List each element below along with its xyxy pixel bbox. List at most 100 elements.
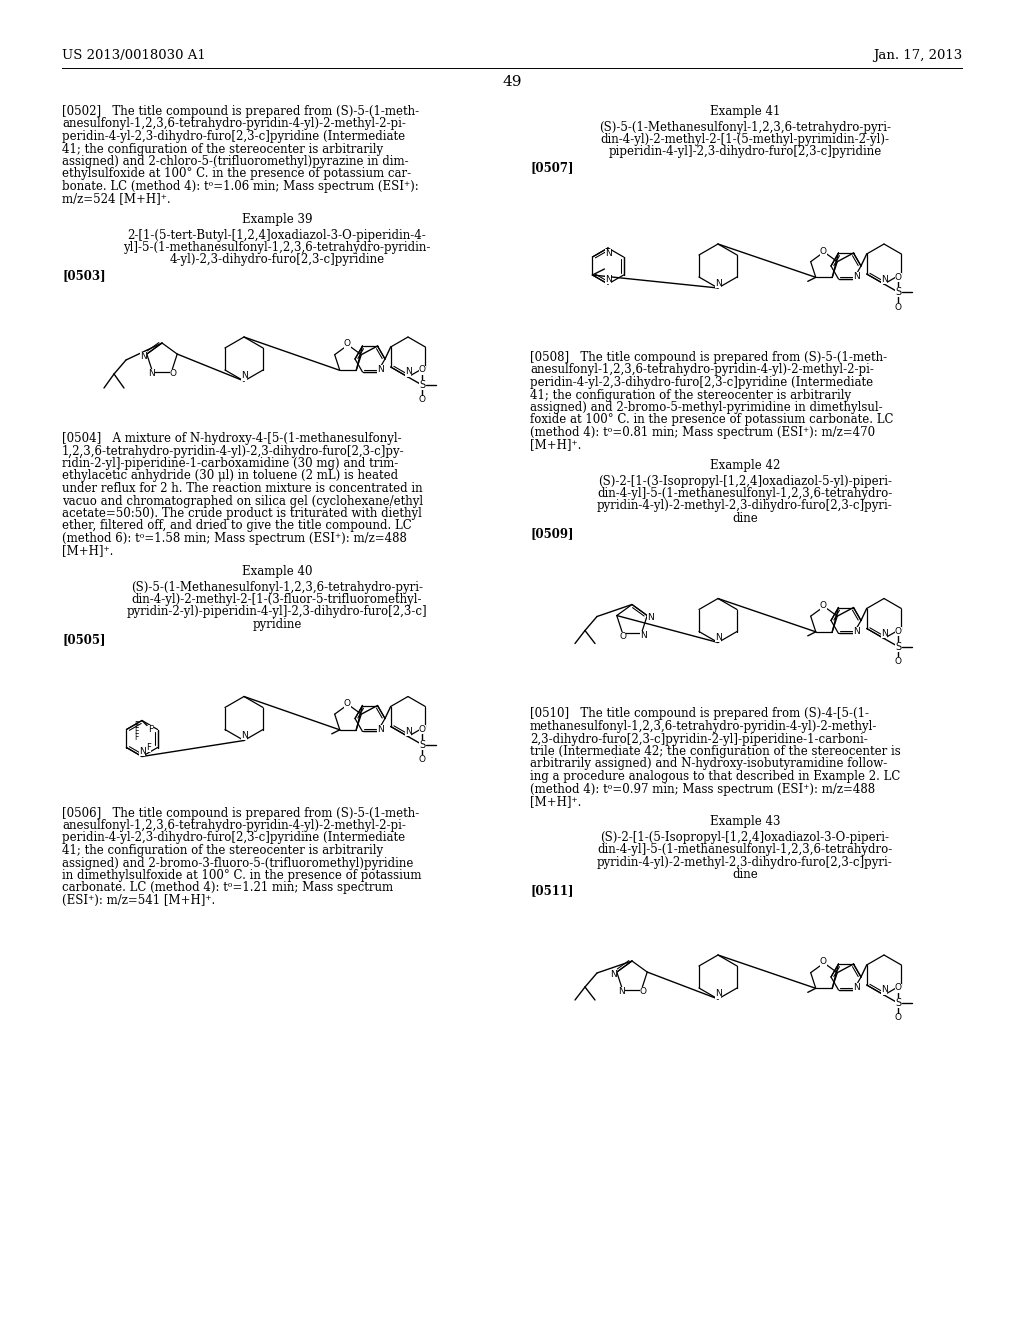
Text: O: O: [419, 366, 426, 375]
Text: [0510]   The title compound is prepared from (S)-4-[5-(1-: [0510] The title compound is prepared fr…: [530, 708, 869, 721]
Text: ether, filtered off, and dried to give the title compound. LC: ether, filtered off, and dried to give t…: [62, 520, 412, 532]
Text: (method 4): tᵒ=0.97 min; Mass spectrum (ESI⁺): m/z=488: (method 4): tᵒ=0.97 min; Mass spectrum (…: [530, 783, 876, 796]
Text: N: N: [853, 272, 860, 281]
Text: Example 39: Example 39: [242, 213, 312, 226]
Text: N: N: [881, 630, 888, 638]
Text: 1,2,3,6-tetrahydro-pyridin-4-yl)-2,3-dihydro-furo[2,3-c]py-: 1,2,3,6-tetrahydro-pyridin-4-yl)-2,3-dih…: [62, 445, 404, 458]
Text: N: N: [404, 367, 412, 376]
Text: O: O: [895, 983, 901, 993]
Text: O: O: [419, 396, 426, 404]
Text: N: N: [138, 747, 145, 756]
Text: Example 40: Example 40: [242, 565, 312, 578]
Text: N: N: [377, 725, 384, 734]
Text: N: N: [140, 351, 147, 360]
Text: [0502]   The title compound is prepared from (S)-5-(1-meth-: [0502] The title compound is prepared fr…: [62, 106, 419, 117]
Text: anesulfonyl-1,2,3,6-tetrahydro-pyridin-4-yl)-2-methyl-2-pi-: anesulfonyl-1,2,3,6-tetrahydro-pyridin-4…: [62, 818, 406, 832]
Text: O: O: [895, 272, 901, 281]
Text: (ESI⁺): m/z=541 [M+H]⁺.: (ESI⁺): m/z=541 [M+H]⁺.: [62, 894, 215, 907]
Text: peridin-4-yl-2,3-dihydro-furo[2,3-c]pyridine (Intermediate: peridin-4-yl-2,3-dihydro-furo[2,3-c]pyri…: [62, 832, 406, 845]
Text: (S)-2-[1-(5-Isopropyl-[1,2,4]oxadiazol-3-O-piperi-: (S)-2-[1-(5-Isopropyl-[1,2,4]oxadiazol-3…: [600, 832, 890, 843]
Text: din-4-yl]-5-(1-methanesulfonyl-1,2,3,6-tetrahydro-: din-4-yl]-5-(1-methanesulfonyl-1,2,3,6-t…: [597, 487, 893, 500]
Text: S: S: [895, 998, 901, 1008]
Text: O: O: [640, 987, 647, 997]
Text: Example 42: Example 42: [710, 459, 780, 473]
Text: ridin-2-yl]-piperidine-1-carboxamidine (30 mg) and trim-: ridin-2-yl]-piperidine-1-carboxamidine (…: [62, 457, 398, 470]
Text: US 2013/0018030 A1: US 2013/0018030 A1: [62, 49, 206, 62]
Text: N: N: [715, 634, 721, 642]
Text: N: N: [647, 612, 653, 622]
Text: 49: 49: [502, 75, 522, 88]
Text: carbonate. LC (method 4): tᵒ=1.21 min; Mass spectrum: carbonate. LC (method 4): tᵒ=1.21 min; M…: [62, 882, 393, 895]
Text: assigned) and 2-bromo-5-methyl-pyrimidine in dimethylsul-: assigned) and 2-bromo-5-methyl-pyrimidin…: [530, 401, 883, 414]
Text: O: O: [895, 657, 901, 667]
Text: N: N: [377, 366, 384, 375]
Text: din-4-yl)-2-methyl-2-[1-(5-methyl-pyrimidin-2-yl)-: din-4-yl)-2-methyl-2-[1-(5-methyl-pyrimi…: [600, 133, 890, 147]
Text: [0504]   A mixture of N-hydroxy-4-[5-(1-methanesulfonyl-: [0504] A mixture of N-hydroxy-4-[5-(1-me…: [62, 432, 401, 445]
Text: assigned) and 2-chloro-5-(trifluoromethyl)pyrazine in dim-: assigned) and 2-chloro-5-(trifluoromethy…: [62, 154, 409, 168]
Text: N: N: [618, 987, 625, 997]
Text: F: F: [134, 727, 139, 737]
Text: S: S: [895, 642, 901, 652]
Text: S: S: [895, 286, 901, 297]
Text: pyridine: pyridine: [252, 618, 302, 631]
Text: dine: dine: [732, 512, 758, 525]
Text: 2,3-dihydro-furo[2,3-c]pyridin-2-yl]-piperidine-1-carboni-: 2,3-dihydro-furo[2,3-c]pyridin-2-yl]-pip…: [530, 733, 867, 746]
Text: O: O: [170, 370, 177, 379]
Text: N: N: [241, 731, 248, 741]
Text: Jan. 17, 2013: Jan. 17, 2013: [872, 49, 962, 62]
Text: anesulfonyl-1,2,3,6-tetrahydro-pyridin-4-yl)-2-methyl-2-pi-: anesulfonyl-1,2,3,6-tetrahydro-pyridin-4…: [62, 117, 406, 131]
Text: pyridin-4-yl)-2-methyl-2,3-dihydro-furo[2,3-c]pyri-: pyridin-4-yl)-2-methyl-2,3-dihydro-furo[…: [597, 855, 893, 869]
Text: F: F: [134, 721, 139, 730]
Text: (S)-5-(1-Methanesulfonyl-1,2,3,6-tetrahydro-pyri-: (S)-5-(1-Methanesulfonyl-1,2,3,6-tetrahy…: [131, 581, 423, 594]
Text: trile (Intermediate 42; the configuration of the stereocenter is: trile (Intermediate 42; the configuratio…: [530, 744, 901, 758]
Text: O: O: [343, 339, 350, 348]
Text: O: O: [819, 957, 826, 966]
Text: Example 43: Example 43: [710, 816, 780, 829]
Text: N: N: [148, 370, 155, 379]
Text: O: O: [343, 700, 350, 708]
Text: N: N: [881, 275, 888, 284]
Text: (method 4): tᵒ=0.81 min; Mass spectrum (ESI⁺): m/z=470: (method 4): tᵒ=0.81 min; Mass spectrum (…: [530, 426, 876, 440]
Text: N: N: [853, 983, 860, 993]
Text: [0506]   The title compound is prepared from (S)-5-(1-meth-: [0506] The title compound is prepared fr…: [62, 807, 419, 820]
Text: ing a procedure analogous to that described in Example 2. LC: ing a procedure analogous to that descri…: [530, 770, 900, 783]
Text: bonate. LC (method 4): tᵒ=1.06 min; Mass spectrum (ESI⁺):: bonate. LC (method 4): tᵒ=1.06 min; Mass…: [62, 180, 419, 193]
Text: arbitrarily assigned) and N-hydroxy-isobutyramidine follow-: arbitrarily assigned) and N-hydroxy-isob…: [530, 758, 887, 771]
Text: N: N: [881, 986, 888, 994]
Text: (method 6): tᵒ=1.58 min; Mass spectrum (ESI⁺): m/z=488: (method 6): tᵒ=1.58 min; Mass spectrum (…: [62, 532, 407, 545]
Text: [M+H]⁺.: [M+H]⁺.: [530, 438, 582, 451]
Text: piperidin-4-yl]-2,3-dihydro-furo[2,3-c]pyridine: piperidin-4-yl]-2,3-dihydro-furo[2,3-c]p…: [608, 145, 882, 158]
Text: N: N: [853, 627, 860, 636]
Text: [0503]: [0503]: [62, 269, 105, 282]
Text: [M+H]⁺.: [M+H]⁺.: [530, 795, 582, 808]
Text: pyridin-2-yl)-piperidin-4-yl]-2,3-dihydro-furo[2,3-c]: pyridin-2-yl)-piperidin-4-yl]-2,3-dihydr…: [127, 606, 427, 619]
Text: (S)-2-[1-(3-Isopropyl-[1,2,4]oxadiazol-5-yl)-piperi-: (S)-2-[1-(3-Isopropyl-[1,2,4]oxadiazol-5…: [598, 474, 892, 487]
Text: O: O: [819, 601, 826, 610]
Text: Example 41: Example 41: [710, 106, 780, 117]
Text: [0511]: [0511]: [530, 884, 573, 898]
Text: 2-[1-(5-tert-Butyl-[1,2,4]oxadiazol-3-O-piperidin-4-: 2-[1-(5-tert-Butyl-[1,2,4]oxadiazol-3-O-…: [128, 228, 426, 242]
Text: anesulfonyl-1,2,3,6-tetrahydro-pyridin-4-yl)-2-methyl-2-pi-: anesulfonyl-1,2,3,6-tetrahydro-pyridin-4…: [530, 363, 873, 376]
Text: din-4-yl)-2-methyl-2-[1-(3-fluor-5-trifluoromethyl-: din-4-yl)-2-methyl-2-[1-(3-fluor-5-trifl…: [132, 593, 422, 606]
Text: acetate=50:50). The crude product is triturated with diethyl: acetate=50:50). The crude product is tri…: [62, 507, 422, 520]
Text: F: F: [148, 725, 154, 734]
Text: N: N: [715, 990, 721, 998]
Text: F: F: [145, 743, 151, 752]
Text: N: N: [241, 371, 248, 380]
Text: assigned) and 2-bromo-3-fluoro-5-(trifluoromethyl)pyridine: assigned) and 2-bromo-3-fluoro-5-(triflu…: [62, 857, 414, 870]
Text: foxide at 100° C. in the presence of potassium carbonate. LC: foxide at 100° C. in the presence of pot…: [530, 413, 894, 426]
Text: ethylacetic anhydride (30 μl) in toluene (2 mL) is heated: ethylacetic anhydride (30 μl) in toluene…: [62, 470, 398, 483]
Text: in dimethylsulfoxide at 100° C. in the presence of potassium: in dimethylsulfoxide at 100° C. in the p…: [62, 869, 422, 882]
Text: under reflux for 2 h. The reaction mixture is concentrated in: under reflux for 2 h. The reaction mixtu…: [62, 482, 423, 495]
Text: [0505]: [0505]: [62, 634, 105, 647]
Text: O: O: [895, 1014, 901, 1023]
Text: din-4-yl]-5-(1-methanesulfonyl-1,2,3,6-tetrahydro-: din-4-yl]-5-(1-methanesulfonyl-1,2,3,6-t…: [597, 843, 893, 857]
Text: dine: dine: [732, 869, 758, 882]
Text: O: O: [895, 302, 901, 312]
Text: yl]-5-(1-methanesulfonyl-1,2,3,6-tetrahydro-pyridin-: yl]-5-(1-methanesulfonyl-1,2,3,6-tetrahy…: [123, 242, 431, 253]
Text: N: N: [604, 248, 611, 257]
Text: [0508]   The title compound is prepared from (S)-5-(1-meth-: [0508] The title compound is prepared fr…: [530, 351, 887, 364]
Text: N: N: [640, 631, 647, 640]
Text: [M+H]⁺.: [M+H]⁺.: [62, 544, 114, 557]
Text: O: O: [819, 247, 826, 256]
